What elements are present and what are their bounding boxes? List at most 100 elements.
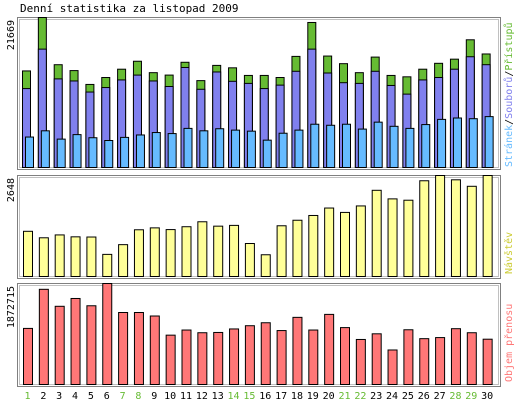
x-tick-label: 1 xyxy=(24,391,30,402)
kbytes-bar xyxy=(149,315,160,385)
legend-separator: / xyxy=(504,119,515,125)
x-tick-label: 18 xyxy=(291,391,303,402)
kbytes-bar xyxy=(102,283,113,385)
kbytes-bar xyxy=(38,288,49,385)
kbytes-bar xyxy=(340,327,350,385)
kbytes-bar xyxy=(308,329,319,386)
pages-bar xyxy=(342,123,351,168)
x-tick-label: 21 xyxy=(338,391,350,402)
visits-bar xyxy=(292,219,303,277)
kbytes-bar xyxy=(292,316,303,385)
pages-bar xyxy=(199,130,209,169)
x-tick-label: 16 xyxy=(259,391,271,402)
x-tick-label: 7 xyxy=(120,391,126,402)
pages-bar xyxy=(389,125,399,168)
visits-bar xyxy=(324,207,335,278)
pages-bar xyxy=(88,137,98,169)
visits-bar xyxy=(355,205,366,278)
kbytes-bar xyxy=(86,305,97,385)
pages-bar xyxy=(278,132,288,169)
x-tick-label: 9 xyxy=(151,391,157,402)
pages-bar xyxy=(326,124,336,169)
visits-bar xyxy=(197,221,208,277)
y-max-label-hits: 21669 xyxy=(6,20,17,50)
x-tick-label: 23 xyxy=(370,391,382,402)
x-tick-label: 12 xyxy=(196,391,208,402)
x-tick-label: 20 xyxy=(323,391,335,402)
y-max-label-kbytes: 1872715 xyxy=(6,286,17,328)
visits-bar xyxy=(133,229,144,278)
kbytes-bar xyxy=(244,325,255,385)
x-tick-label: 30 xyxy=(481,391,493,402)
kbytes-bar xyxy=(403,329,414,386)
visits-bar xyxy=(482,175,493,277)
x-tick-label: 3 xyxy=(56,391,62,402)
pages-bar xyxy=(246,130,256,168)
kbytes-bar xyxy=(324,313,335,385)
kbytes-bar xyxy=(213,331,224,385)
x-tick-label: 22 xyxy=(354,391,366,402)
kbytes-bar xyxy=(371,333,382,386)
visits-panel-frame-inner xyxy=(19,177,499,277)
pages-bar xyxy=(183,127,193,168)
kbytes-bar xyxy=(450,328,461,385)
visits-bar xyxy=(38,237,49,277)
kbytes-bar xyxy=(181,329,192,386)
visits-bar xyxy=(419,180,430,277)
visits-bar xyxy=(23,230,33,278)
x-tick-label: 13 xyxy=(212,391,224,402)
x-tick-label: 19 xyxy=(307,391,319,402)
visits-bar xyxy=(260,254,271,277)
kbytes-bar xyxy=(118,312,129,385)
x-tick-label: 24 xyxy=(386,391,398,402)
legend-visits: Návštěv xyxy=(503,232,515,274)
kbytes-bar xyxy=(419,338,430,386)
kbytes-bar xyxy=(482,338,493,385)
visits-bar xyxy=(340,211,350,277)
kbytes-bar xyxy=(23,327,33,385)
x-tick-label: 15 xyxy=(243,391,255,402)
pages-bar xyxy=(104,140,114,169)
visits-bar xyxy=(102,253,113,277)
kbytes-bar xyxy=(435,337,446,386)
kbytes-bar xyxy=(355,338,366,386)
kbytes-bar xyxy=(276,330,287,385)
legend-separator: / xyxy=(504,71,515,77)
kbytes-bar xyxy=(54,305,65,385)
visits-bar xyxy=(54,234,65,278)
kbytes-bar xyxy=(133,312,144,385)
x-tick-label: 29 xyxy=(465,391,477,402)
x-tick-label: 27 xyxy=(434,391,446,402)
pages-bar xyxy=(120,136,130,169)
visits-bar xyxy=(276,225,287,277)
kbytes-bar xyxy=(466,332,477,386)
x-tick-label: 5 xyxy=(88,391,94,402)
pages-bar xyxy=(294,129,304,169)
x-tick-label: 2 xyxy=(40,391,46,402)
pages-bar xyxy=(468,118,478,168)
hits-panel-frame-inner xyxy=(19,19,499,168)
y-max-label-visits: 2648 xyxy=(6,178,17,202)
visits-bar xyxy=(308,214,319,277)
pages-bar xyxy=(135,134,145,168)
visits-bar xyxy=(213,225,224,278)
legend-kbytes: Objem přenosu xyxy=(503,304,515,382)
x-tick-label: 17 xyxy=(275,391,287,402)
x-tick-label: 25 xyxy=(402,391,414,402)
visits-bar xyxy=(181,226,192,278)
kbytes-bar xyxy=(197,332,208,386)
kbytes-bar xyxy=(165,334,176,385)
pages-bar xyxy=(151,132,161,168)
pages-bar xyxy=(167,133,177,169)
pages-bar xyxy=(262,139,272,168)
visits-bar xyxy=(371,189,382,277)
pages-bar xyxy=(25,136,34,169)
pages-bar xyxy=(40,130,50,169)
pages-bar xyxy=(72,134,82,168)
kbytes-bar xyxy=(229,328,240,386)
pages-bar xyxy=(215,128,225,168)
visits-bar xyxy=(450,179,461,277)
visits-bar xyxy=(118,244,129,277)
